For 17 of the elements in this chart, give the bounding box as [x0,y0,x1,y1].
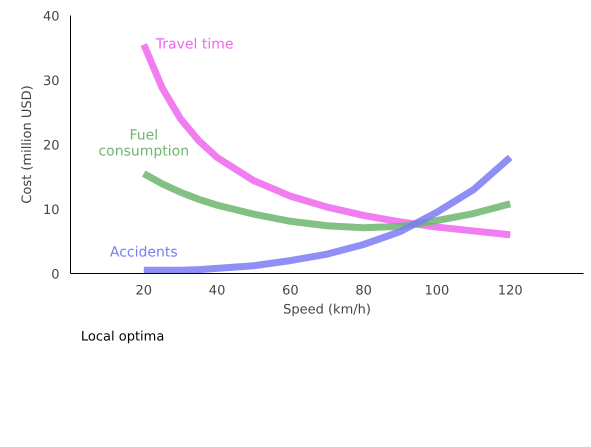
x-tick-label: 40 [208,284,226,298]
text: Local optima [80,330,164,345]
x-tick-label: 80 [355,284,372,298]
y-axis-title: Cost (million USD) [20,85,35,204]
x-axis-title: Speed (km/h) [283,302,371,318]
x-tick-label: 100 [424,284,450,298]
y-tick-label: 40 [42,10,60,24]
x-tick-label: 20 [136,284,152,298]
text: Fuel consumption [98,128,190,160]
y-tick-label: 10 [42,203,60,218]
series-label: Travel time [154,36,234,53]
y-tick-label: 20 [42,138,60,154]
x-tick-label: 60 [282,284,299,298]
y-tick-label: 30 [42,74,60,89]
x-tick-label: 120 [498,284,523,298]
series-label: Accidents [110,244,178,260]
y-tick-label: 0 [51,268,60,282]
